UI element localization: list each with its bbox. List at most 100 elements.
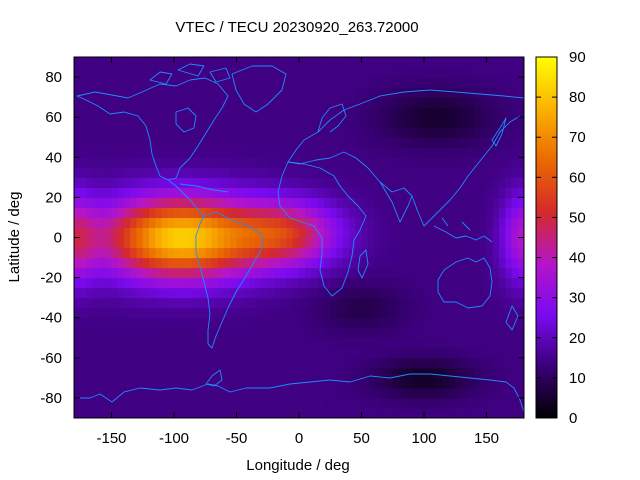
heatmap-cell	[442, 187, 450, 198]
heatmap-cell	[436, 347, 444, 359]
heatmap-cell	[149, 337, 156, 349]
heatmap-cell	[167, 247, 175, 259]
heatmap-cell	[355, 377, 363, 389]
heatmap-cell	[99, 97, 106, 108]
heatmap-cell	[130, 217, 138, 229]
heatmap-cell	[336, 317, 344, 329]
heatmap-cell	[392, 107, 400, 118]
heatmap-cell	[299, 347, 306, 359]
heatmap-cell	[324, 77, 331, 88]
heatmap-cell	[411, 387, 419, 399]
heatmap-cell	[124, 377, 131, 389]
heatmap-cell	[336, 337, 344, 349]
heatmap-cell	[380, 57, 388, 68]
heatmap-cell	[174, 127, 181, 138]
heatmap-cell	[517, 347, 524, 359]
heatmap-cell	[417, 77, 425, 88]
heatmap-cell	[430, 257, 438, 269]
heatmap-cell	[392, 287, 400, 299]
heatmap-cell	[405, 217, 413, 229]
heatmap-cell	[142, 307, 150, 319]
heatmap-cell	[411, 147, 419, 158]
heatmap-cell	[211, 387, 219, 399]
heatmap-cell	[486, 407, 494, 418]
heatmap-cell	[224, 367, 231, 379]
heatmap-cell	[286, 237, 294, 249]
heatmap-cell	[424, 397, 431, 409]
heatmap-cell	[261, 167, 269, 178]
heatmap-cell	[305, 277, 313, 289]
heatmap-cell	[267, 317, 275, 329]
heatmap-cell	[492, 127, 500, 138]
heatmap-cell	[367, 307, 375, 319]
heatmap-cell	[380, 97, 388, 108]
heatmap-cell	[111, 367, 119, 379]
heatmap-cell	[355, 117, 363, 128]
heatmap-cell	[74, 147, 81, 158]
heatmap-cell	[424, 277, 431, 289]
heatmap-cell	[336, 237, 344, 249]
heatmap-cell	[242, 97, 250, 108]
heatmap-cell	[124, 237, 131, 249]
heatmap-cell	[411, 357, 419, 369]
heatmap-cell	[261, 87, 269, 98]
heatmap-cell	[217, 287, 225, 299]
heatmap-cell	[486, 197, 494, 209]
heatmap-cell	[192, 67, 200, 78]
heatmap-cell	[367, 387, 375, 399]
heatmap-cell	[424, 317, 431, 329]
heatmap-cell	[86, 137, 94, 148]
heatmap-cell	[411, 207, 419, 219]
heatmap-cell	[167, 167, 175, 178]
heatmap-cell	[361, 347, 369, 359]
heatmap-cell	[461, 107, 469, 118]
heatmap-cell	[111, 277, 119, 289]
heatmap-cell	[355, 107, 363, 118]
heatmap-cell	[342, 327, 350, 339]
heatmap-cell	[230, 367, 238, 379]
heatmap-cell	[467, 397, 475, 409]
heatmap-cell	[136, 297, 144, 309]
heatmap-cell	[99, 67, 106, 78]
heatmap-cell	[174, 377, 181, 389]
heatmap-cell	[449, 77, 456, 88]
heatmap-cell	[424, 87, 431, 98]
heatmap-cell	[380, 367, 388, 379]
heatmap-cell	[186, 67, 194, 78]
heatmap-cell	[480, 137, 488, 148]
heatmap-cell	[242, 77, 250, 88]
heatmap-cell	[224, 157, 231, 168]
heatmap-cell	[111, 407, 119, 418]
heatmap-cell	[292, 57, 300, 68]
heatmap-cell	[249, 197, 256, 209]
heatmap-cell	[480, 227, 488, 239]
heatmap-cell	[467, 177, 475, 188]
heatmap-cell	[305, 177, 313, 188]
heatmap-cell	[230, 147, 238, 158]
heatmap-cell	[380, 287, 388, 299]
heatmap-cell	[261, 287, 269, 299]
heatmap-cell	[392, 167, 400, 178]
heatmap-cell	[92, 227, 100, 239]
heatmap-cell	[117, 297, 125, 309]
heatmap-cell	[349, 187, 356, 198]
heatmap-cell	[505, 277, 513, 289]
heatmap-cell	[486, 247, 494, 259]
heatmap-cell	[330, 407, 338, 418]
heatmap-cell	[167, 117, 175, 128]
heatmap-cell	[392, 337, 400, 349]
colorbar-tick-label: 70	[569, 129, 586, 146]
heatmap-cell	[292, 87, 300, 98]
heatmap-cell	[486, 147, 494, 158]
heatmap-cell	[280, 387, 288, 399]
heatmap-cell	[392, 327, 400, 339]
heatmap-cell	[499, 357, 506, 369]
heatmap-cell	[242, 317, 250, 329]
heatmap-cell	[224, 277, 231, 289]
heatmap-cell	[455, 187, 463, 198]
heatmap-cell	[124, 57, 131, 68]
heatmap-cell	[361, 197, 369, 209]
heatmap-cell	[492, 357, 500, 369]
heatmap-cell	[174, 57, 181, 68]
heatmap-cell	[180, 227, 188, 239]
